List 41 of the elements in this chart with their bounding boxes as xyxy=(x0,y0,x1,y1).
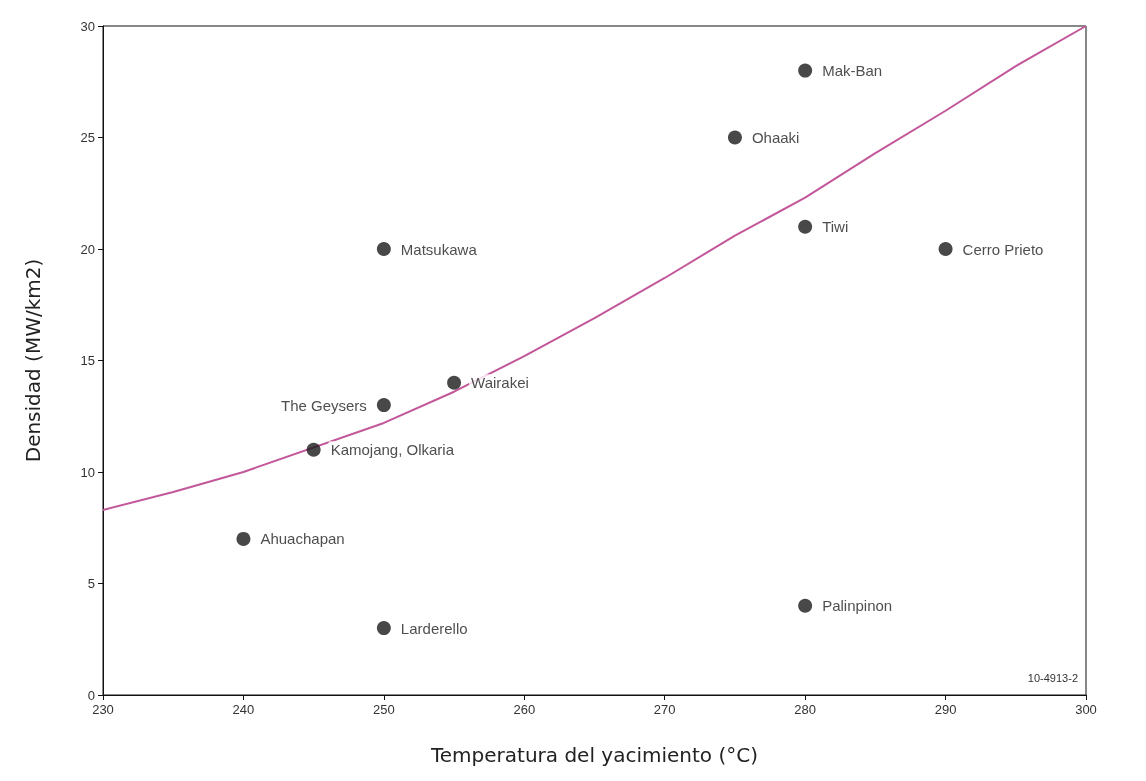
series-label: Wairakei xyxy=(471,374,529,392)
series-label: Cerro Prieto xyxy=(962,240,1044,258)
point xyxy=(376,621,391,636)
series-label: Tiwi xyxy=(822,218,849,236)
point xyxy=(376,242,391,256)
x-tick-label: 280 xyxy=(794,702,816,717)
point xyxy=(236,531,251,546)
series-label: Palinpinon xyxy=(822,597,893,615)
x-tick-label: 230 xyxy=(92,702,114,717)
x-tick-label: 250 xyxy=(373,702,395,717)
series-label: Ohaaki xyxy=(751,129,800,146)
y-tick-label: 10 xyxy=(80,464,95,480)
point xyxy=(798,63,813,78)
point xyxy=(798,598,813,613)
x-tick-label: 240 xyxy=(232,702,255,717)
y-tick-label: 15 xyxy=(80,353,95,368)
y-axis-title: Densidad (MW/km2) xyxy=(21,258,45,463)
point xyxy=(938,242,953,256)
x-tick-label: 270 xyxy=(653,702,676,717)
series-label: Matsukawa xyxy=(400,240,478,258)
series-label: Larderello xyxy=(400,619,468,637)
y-tick-label: 5 xyxy=(87,576,95,591)
y-tick-label: 0 xyxy=(87,687,95,703)
series-label: The Geysers xyxy=(280,396,367,414)
x-axis-title: Temperatura del yacimiento (°C) xyxy=(429,743,759,767)
series-label: Ahuachapan xyxy=(260,530,345,548)
point xyxy=(376,398,391,413)
point xyxy=(727,130,742,145)
y-tick-label: 30 xyxy=(80,18,95,34)
point xyxy=(306,442,321,457)
y-tick-label: 25 xyxy=(80,130,95,145)
point xyxy=(447,375,462,390)
line-series xyxy=(102,25,1087,511)
point xyxy=(798,219,813,234)
x-tick-label: 260 xyxy=(513,702,536,717)
series-label: Mak-Ban xyxy=(822,62,883,80)
y-tick-label: 20 xyxy=(80,241,95,257)
x-tick-label: 290 xyxy=(934,702,957,717)
x-tick-label: 300 xyxy=(1075,702,1097,717)
series-label: Kamojang, Olkaria xyxy=(330,441,455,459)
annotation: 10-4913-2 xyxy=(1027,671,1079,684)
